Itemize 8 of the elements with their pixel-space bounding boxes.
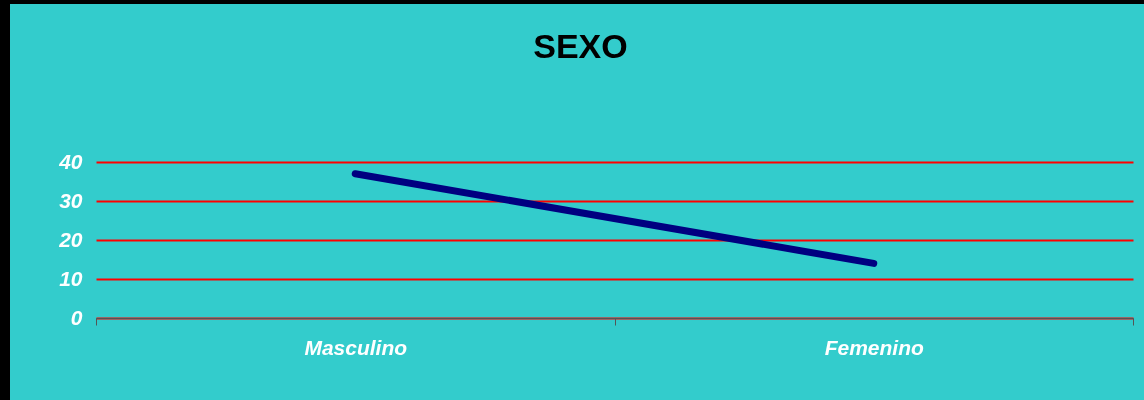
y-tick-label: 20 [58, 227, 83, 251]
y-tick-label: 10 [59, 266, 83, 290]
y-tick-label: 40 [58, 149, 83, 173]
x-tick-label: Masculino [304, 335, 408, 359]
y-tick-label: 0 [70, 305, 83, 329]
chart-title: SEXO [533, 27, 628, 65]
y-tick-label: 30 [59, 188, 83, 212]
x-tick-label: Femenino [824, 335, 924, 359]
